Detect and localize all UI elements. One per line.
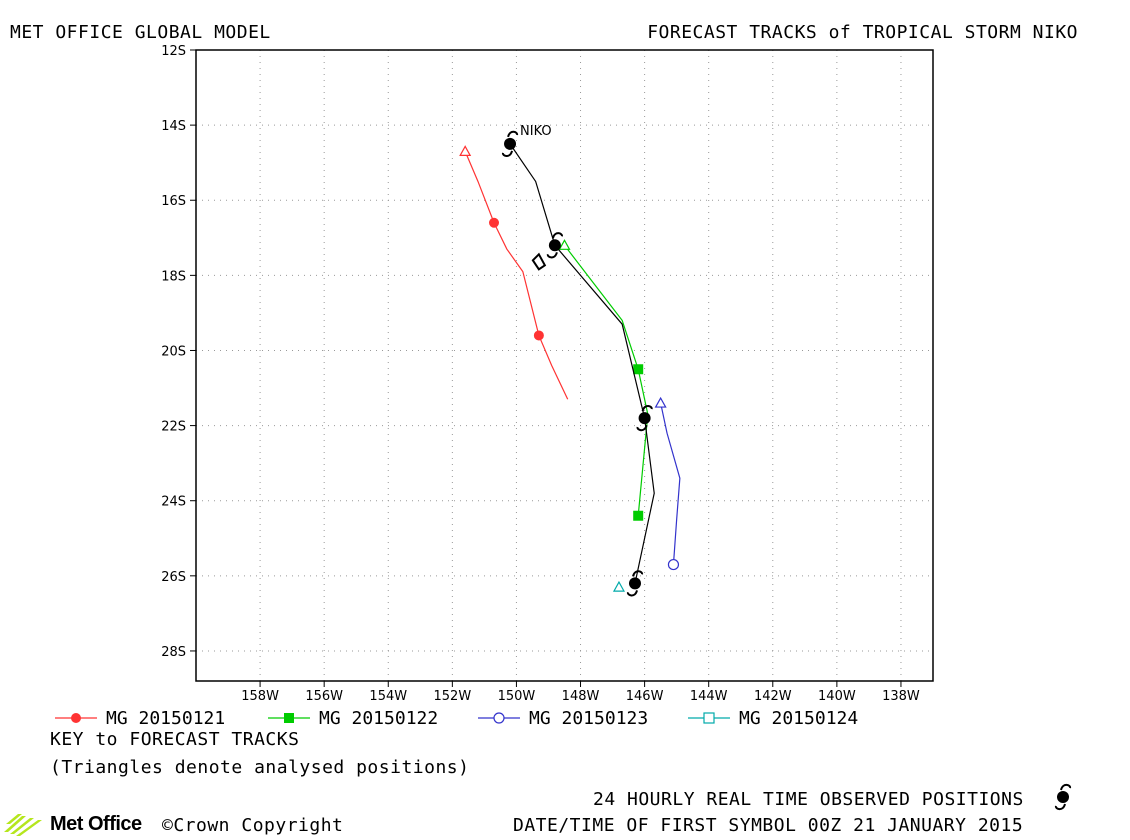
forecast-position-marker [489, 217, 500, 228]
y-tick-label: 12S [161, 44, 186, 59]
legend-label-0: MG 20150121 [106, 708, 225, 729]
observed-symbol-key [1054, 783, 1072, 811]
observed-position-symbol [626, 570, 644, 597]
legend-label-1: MG 20150122 [319, 708, 438, 729]
y-tick-label: 22S [161, 420, 186, 435]
x-tick-label: 148W [562, 689, 600, 704]
x-tick-label: 152W [434, 689, 472, 704]
analysed-position-marker [612, 580, 625, 592]
key-title: KEY to FORECAST TRACKS [50, 729, 300, 750]
key-note: (Triangles denote analysed positions) [50, 757, 470, 778]
plot-frame [195, 49, 934, 682]
observed-position-symbol [501, 130, 519, 158]
x-tick-label: 146W [626, 689, 664, 704]
observed-positions-label: 24 HOURLY REAL TIME OBSERVED POSITIONS [593, 789, 1024, 810]
observed-position-symbol [636, 404, 653, 432]
legend-marker-3 [703, 712, 715, 724]
analysed-position-marker [459, 145, 472, 157]
observed-position-symbol [546, 232, 563, 259]
model-title: MET OFFICE GLOBAL MODEL [10, 22, 271, 43]
forecast-position-marker [533, 330, 544, 341]
forecast-position-marker [633, 510, 644, 521]
analysed-position-marker [558, 239, 571, 250]
forecast-position-marker [633, 364, 644, 375]
legend-marker-2 [493, 712, 505, 724]
x-tick-label: 144W [690, 689, 728, 704]
legend-label-3: MG 20150124 [739, 708, 858, 729]
brand-name: Met Office [50, 813, 142, 835]
chart-title: FORECAST TRACKS of TROPICAL STORM NIKO [647, 22, 1078, 43]
y-tick-label: 18S [161, 269, 186, 284]
y-tick-label: 24S [161, 495, 186, 510]
storm-name-label: NIKO [520, 124, 552, 139]
observed-intermediate-marker [531, 252, 547, 271]
forecast-position-marker [667, 558, 680, 571]
y-tick-label: 28S [161, 645, 186, 660]
copyright-notice: ©Crown Copyright [162, 815, 344, 836]
forecast-track-line-2 [660, 402, 681, 565]
legend-marker-1 [284, 713, 294, 723]
y-tick-label: 14S [161, 119, 186, 134]
x-tick-label: 138W [882, 689, 920, 704]
x-tick-label: 140W [818, 689, 856, 704]
observed-track-line [509, 143, 655, 584]
legend-label-2: MG 20150123 [529, 708, 648, 729]
met-office-logo-icon [4, 814, 42, 836]
y-tick-label: 20S [161, 344, 186, 359]
y-tick-label: 26S [161, 570, 186, 585]
y-tick-label: 16S [161, 194, 186, 209]
analysed-position-marker [654, 396, 667, 408]
x-tick-label: 158W [241, 689, 279, 704]
x-tick-label: 154W [369, 689, 407, 704]
x-tick-label: 156W [305, 689, 343, 704]
forecast-track-line-0 [464, 151, 569, 400]
x-tick-label: 142W [754, 689, 792, 704]
first-symbol-datetime: DATE/TIME OF FIRST SYMBOL 00Z 21 JANUARY… [513, 815, 1024, 836]
legend-marker-0 [71, 713, 81, 723]
x-tick-label: 150W [498, 689, 536, 704]
